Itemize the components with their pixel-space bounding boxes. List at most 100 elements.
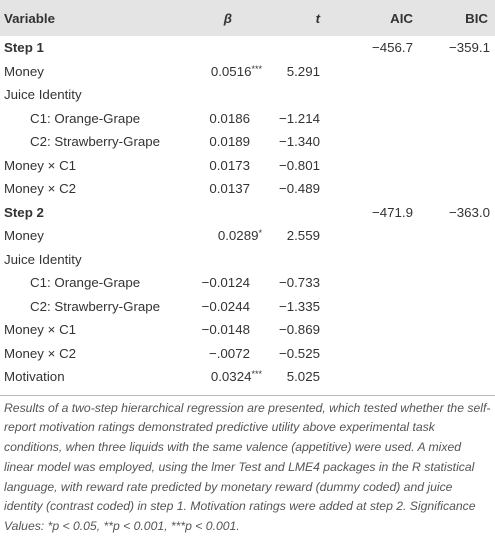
beta-value: −.0072 <box>208 345 250 361</box>
aic-cell <box>320 154 413 178</box>
table-row: Step 1 −456.7 −359.1 <box>0 36 495 60</box>
beta-cell: −0.0244 <box>180 295 262 319</box>
beta-value: 0.0516 <box>210 63 252 79</box>
bic-cell: −363.0 <box>448 204 490 220</box>
beta-cell: 0.0186 <box>180 107 262 131</box>
t-cell: −0.733 <box>278 275 320 291</box>
aic-cell: −456.7 <box>371 40 413 56</box>
table-row: Money × C2 0.0137 −0.489 <box>0 177 495 201</box>
aic-cell <box>320 224 413 248</box>
bic-cell <box>413 177 495 201</box>
t-cell: −0.801 <box>278 157 320 173</box>
bic-cell <box>413 83 495 107</box>
header-cell: t <box>262 0 320 36</box>
table-row: Money 0.0516*** 5.291 <box>0 60 495 84</box>
aic-cell <box>320 248 413 272</box>
bic-cell: −359.1 <box>448 40 490 56</box>
t-cell: −0.869 <box>278 322 320 338</box>
table-row: Motivation 0.0324*** 5.025 <box>0 365 495 389</box>
t-cell <box>262 248 320 272</box>
table-body: Step 1 −456.7 −359.1 Money 0.0516*** 5.291 Jui… <box>0 36 495 389</box>
variable-cell: Step 2 <box>4 204 44 220</box>
variable-cell: Money <box>4 63 44 79</box>
regression-table: Variable β t AIC BIC Step 1 −456.7 −359.1 M… <box>0 0 495 389</box>
variable-cell: C1: Orange-Grape <box>30 275 141 291</box>
beta-cell: −.0072 <box>180 342 262 366</box>
bic-cell <box>413 107 495 131</box>
bic-cell <box>413 318 495 342</box>
aic-cell <box>320 271 413 295</box>
table-row: Juice Identity <box>0 83 495 107</box>
bic-cell <box>413 271 495 295</box>
header-row: Variable β t AIC BIC <box>0 0 495 36</box>
bic-cell <box>413 365 495 389</box>
beta-value: 0.0173 <box>209 157 250 173</box>
table-row: Money × C1 −0.0148 −0.869 <box>0 318 495 342</box>
bic-cell <box>413 224 495 248</box>
aic-cell <box>320 60 413 84</box>
beta-cell: −0.0148 <box>180 318 262 342</box>
header-cell: Variable <box>0 0 180 36</box>
aic-cell <box>320 177 413 201</box>
significance: *** <box>251 63 262 74</box>
bic-cell <box>413 295 495 319</box>
beta-cell: 0.0289* <box>180 224 262 248</box>
aic-cell <box>320 107 413 131</box>
beta-cell: 0.0324*** <box>180 365 262 389</box>
bic-cell <box>413 130 495 154</box>
header-cell: BIC <box>413 0 495 36</box>
beta-cell: 0.0173 <box>180 154 262 178</box>
variable-cell: Step 1 <box>4 40 44 56</box>
t-cell <box>262 201 320 225</box>
t-cell: −0.525 <box>278 345 320 361</box>
bic-cell <box>413 60 495 84</box>
beta-cell: −0.0124 <box>180 271 262 295</box>
t-cell <box>262 36 320 60</box>
table-caption: Results of a two-step hierarchical regre… <box>0 394 495 538</box>
t-cell: −1.214 <box>278 110 320 126</box>
variable-cell: Juice Identity <box>4 87 82 103</box>
variable-cell: Motivation <box>4 369 65 385</box>
variable-cell: C2: Strawberry-Grape <box>30 298 161 314</box>
variable-cell: Money × C2 <box>4 345 77 361</box>
beta-cell: 0.0189 <box>180 130 262 154</box>
header-cell: AIC <box>320 0 413 36</box>
table-row: Juice Identity <box>0 248 495 272</box>
t-cell <box>262 83 320 107</box>
aic-cell <box>320 130 413 154</box>
beta-value: 0.0189 <box>209 134 250 150</box>
beta-value: 0.0186 <box>209 110 250 126</box>
beta-value: 0.0324 <box>210 369 252 385</box>
beta-cell <box>180 83 262 107</box>
t-cell: −1.340 <box>278 134 320 150</box>
aic-cell <box>320 342 413 366</box>
t-cell: −0.489 <box>278 181 320 197</box>
beta-cell <box>180 36 262 60</box>
t-cell: 5.291 <box>286 63 320 79</box>
bic-cell <box>413 248 495 272</box>
variable-cell: Juice Identity <box>4 251 82 267</box>
aic-cell <box>320 83 413 107</box>
table-row: Money × C1 0.0173 −0.801 <box>0 154 495 178</box>
beta-cell <box>180 201 262 225</box>
significance: *** <box>251 369 262 380</box>
table-row: C1: Orange-Grape −0.0124 −0.733 <box>0 271 495 295</box>
table-row: C2: Strawberry-Grape −0.0244 −1.335 <box>0 295 495 319</box>
aic-cell <box>320 295 413 319</box>
beta-cell <box>180 248 262 272</box>
aic-cell: −471.9 <box>371 204 413 220</box>
table-row: Money × C2 −.0072 −0.525 <box>0 342 495 366</box>
header-cell: β <box>180 0 262 36</box>
table-row: Money 0.0289* 2.559 <box>0 224 495 248</box>
significance: * <box>258 228 262 239</box>
t-cell: 2.559 <box>286 228 320 244</box>
bic-cell <box>413 154 495 178</box>
variable-cell: Money × C1 <box>4 322 77 338</box>
table-row: C1: Orange-Grape 0.0186 −1.214 <box>0 107 495 131</box>
beta-cell: 0.0137 <box>180 177 262 201</box>
variable-cell: Money <box>4 228 44 244</box>
beta-value: −0.0244 <box>201 298 250 314</box>
t-cell: 5.025 <box>286 369 320 385</box>
table-row: Step 2 −471.9 −363.0 <box>0 201 495 225</box>
